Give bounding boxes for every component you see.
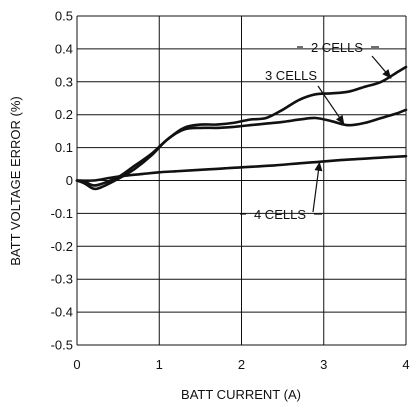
y-tick-label-8: -0.3 bbox=[51, 272, 73, 287]
x-tick-label-4: 4 bbox=[402, 357, 409, 372]
x-tick-label-1: 1 bbox=[156, 357, 163, 372]
y-tick-label-7: -0.2 bbox=[51, 239, 73, 254]
x-axis-label: BATT CURRENT (A) bbox=[181, 387, 301, 402]
series-callouts: 2 CELLS 3 CELLS 4 CELLS bbox=[240, 40, 391, 222]
y-axis-label: BATT VOLTAGE ERROR (%) bbox=[8, 96, 23, 266]
y-tick-label-10: -0.5 bbox=[51, 338, 73, 353]
x-tick-label-2: 2 bbox=[238, 357, 245, 372]
y-tick-label-9: -0.4 bbox=[51, 305, 73, 320]
y-tick-label-3: 0.2 bbox=[55, 107, 73, 122]
grid-lines bbox=[77, 16, 406, 345]
callout-label-3-cells: 3 CELLS bbox=[265, 68, 317, 83]
y-tick-label-5: 0 bbox=[66, 173, 73, 188]
x-tick-label-3: 3 bbox=[320, 357, 327, 372]
y-tick-label-4: 0.1 bbox=[55, 140, 73, 155]
y-tick-label-0: 0.5 bbox=[55, 9, 73, 24]
y-tick-label-1: 0.4 bbox=[55, 41, 73, 56]
y-tick-label-6: -0.1 bbox=[51, 206, 73, 221]
y-tick-label-2: 0.3 bbox=[55, 74, 73, 89]
x-tick-labels: 0 1 2 3 4 bbox=[73, 357, 409, 372]
callout-label-2-cells: 2 CELLS bbox=[311, 40, 363, 55]
x-tick-label-0: 0 bbox=[73, 357, 80, 372]
y-tick-labels: 0.5 0.4 0.3 0.2 0.1 0 -0.1 -0.2 -0.3 -0.4 -0.5 bbox=[51, 9, 73, 353]
callout-label-4-cells: 4 CELLS bbox=[254, 207, 306, 222]
